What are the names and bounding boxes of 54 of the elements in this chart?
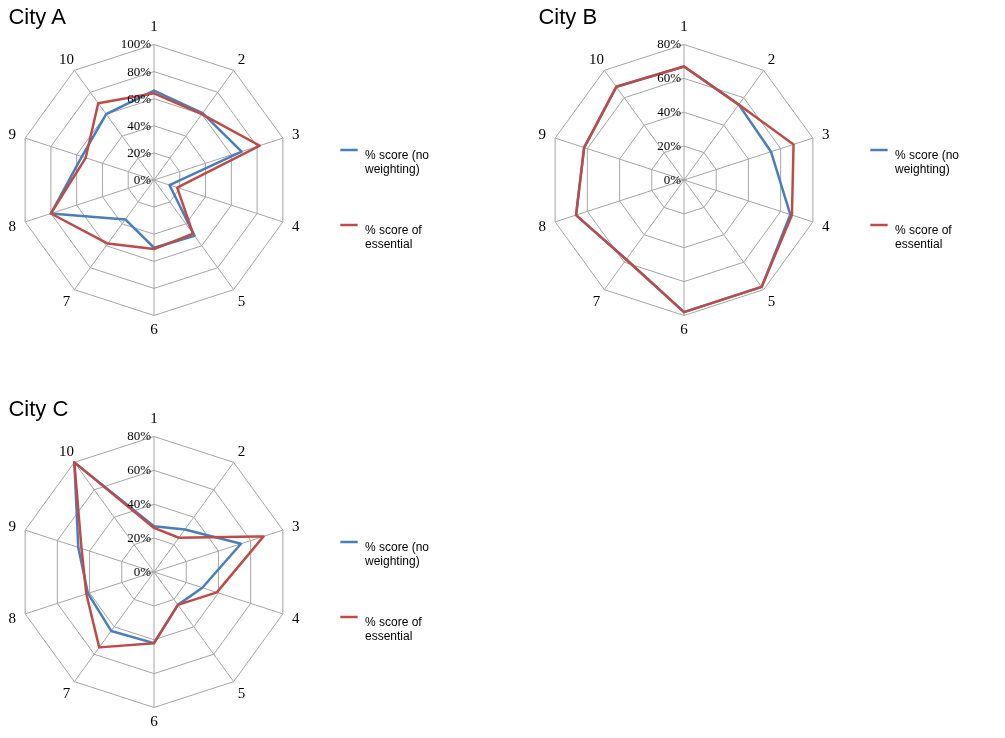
legend-label: % score of essential — [365, 223, 423, 251]
y-tick-label: 20% — [127, 530, 152, 546]
spoke-label: 6 — [150, 713, 159, 730]
y-tick-label: 0% — [133, 564, 152, 579]
legend-label: % score of essential — [895, 223, 953, 251]
spoke-label: 5 — [767, 292, 776, 309]
y-tick-label: 20% — [127, 144, 152, 160]
y-tick-label: 80% — [127, 63, 152, 79]
spoke-label: 6 — [150, 321, 159, 338]
legend-label: % score (no weighting) — [364, 540, 430, 568]
y-tick-label: 0% — [663, 172, 682, 187]
spoke-label: 3 — [292, 517, 300, 534]
spoke-label: 7 — [592, 292, 601, 309]
y-tick-label: 60% — [657, 70, 682, 86]
chart-title: City A — [8, 3, 67, 29]
y-tick-label: 60% — [127, 462, 152, 478]
spoke-label: 3 — [292, 125, 300, 142]
spoke-label: 4 — [292, 218, 301, 235]
legend-label: % score of essential — [365, 615, 423, 643]
spoke-label: 8 — [8, 610, 16, 627]
y-tick-label: 80% — [127, 428, 152, 444]
spoke-label: 4 — [822, 218, 831, 235]
spoke-label: 2 — [767, 51, 776, 68]
y-tick-label: 100% — [120, 36, 152, 52]
spoke-label: 1 — [150, 17, 158, 34]
spoke-label: 7 — [62, 684, 71, 701]
spoke-label: 4 — [292, 610, 301, 627]
spoke-label: 2 — [237, 51, 246, 68]
spoke-label: 10 — [588, 51, 604, 68]
spoke-label: 7 — [62, 292, 71, 309]
spoke-label: 2 — [237, 443, 246, 460]
chart-title: City C — [8, 395, 69, 421]
spoke-label: 10 — [58, 51, 74, 68]
y-tick-label: 40% — [127, 117, 152, 133]
legend-label: % score (no weighting) — [894, 148, 960, 176]
spoke-label: 9 — [8, 125, 16, 142]
spoke-label: 1 — [150, 409, 158, 426]
chart-title: City B — [538, 3, 598, 29]
spoke-label: 8 — [538, 218, 546, 235]
spoke-label: 6 — [680, 321, 689, 338]
spoke-label: 3 — [822, 125, 830, 142]
y-tick-label: 40% — [127, 496, 152, 512]
legend-label: % score (no weighting) — [364, 148, 430, 176]
y-tick-label: 20% — [657, 138, 682, 154]
spoke-label: 5 — [237, 684, 246, 701]
spoke-label: 8 — [8, 218, 16, 235]
spoke-label: 5 — [237, 292, 246, 309]
y-tick-label: 80% — [657, 36, 682, 52]
y-tick-label: 40% — [657, 104, 682, 120]
spoke-label: 9 — [8, 517, 16, 534]
spoke-label: 9 — [538, 125, 546, 142]
spoke-label: 1 — [680, 17, 688, 34]
spoke-label: 10 — [58, 443, 74, 460]
y-tick-label: 0% — [133, 172, 152, 187]
